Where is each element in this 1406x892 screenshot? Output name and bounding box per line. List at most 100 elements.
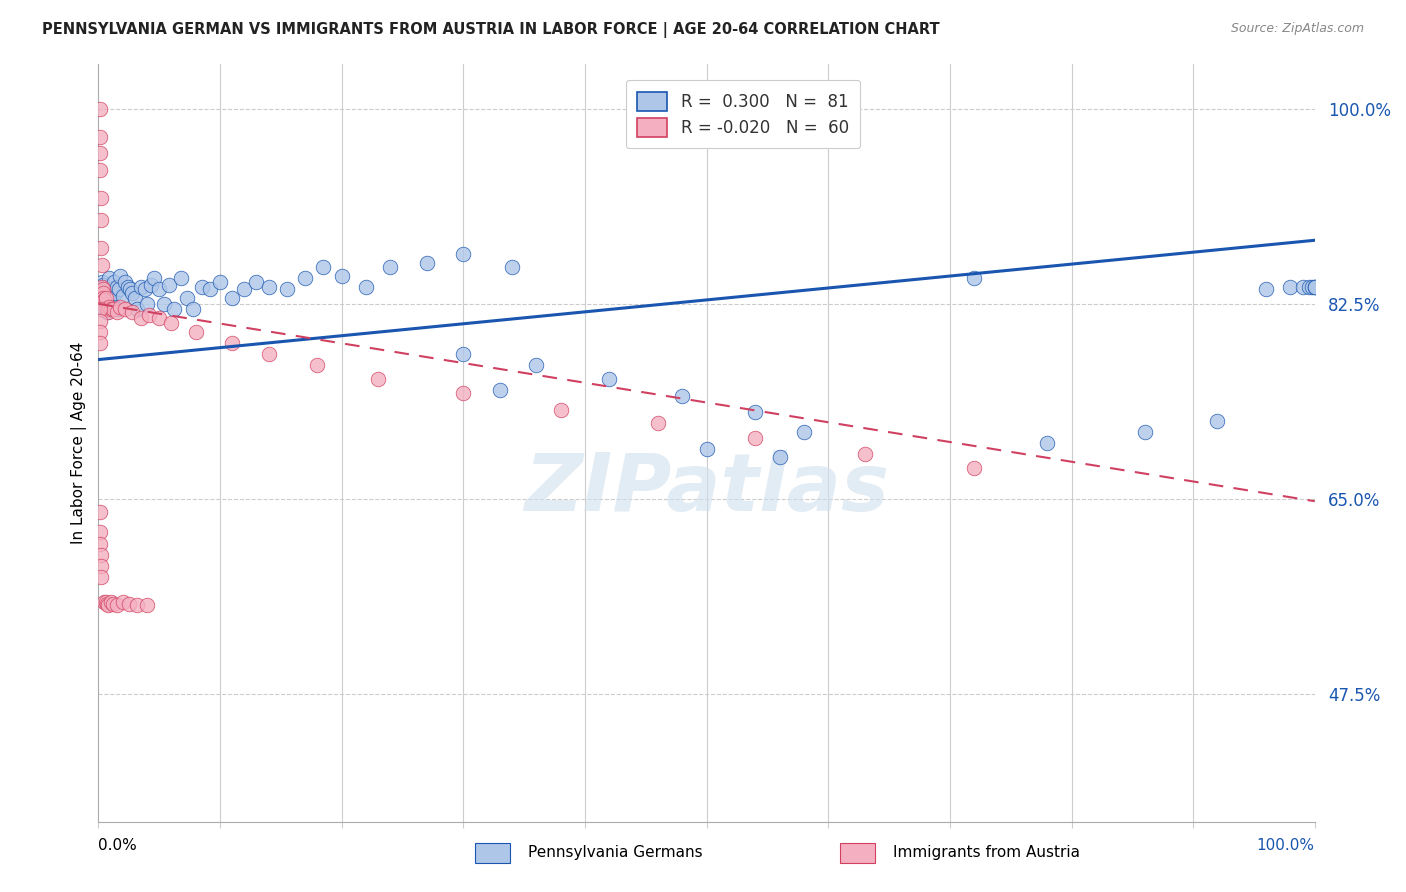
Point	[1133, 425, 1156, 439]
Legend: R =  0.300   N =  81, R = -0.020   N =  60: R = 0.300 N = 81, R = -0.020 N = 60	[626, 80, 860, 148]
Point	[107, 302, 129, 317]
Point	[91, 285, 114, 300]
Point	[89, 505, 111, 519]
Point	[101, 285, 124, 300]
Point	[100, 297, 122, 311]
Text: Immigrants from Austria: Immigrants from Austria	[893, 846, 1080, 860]
Text: Source: ZipAtlas.com: Source: ZipAtlas.com	[1230, 22, 1364, 36]
Point	[97, 304, 120, 318]
Point	[114, 302, 136, 317]
Point	[103, 275, 125, 289]
Point	[170, 271, 193, 285]
Point	[124, 291, 146, 305]
Point	[245, 275, 267, 289]
Point	[94, 594, 117, 608]
Point	[330, 268, 353, 283]
Point	[90, 548, 112, 562]
Point	[129, 280, 152, 294]
Point	[118, 282, 141, 296]
Point	[89, 335, 111, 350]
Point	[94, 297, 117, 311]
Point	[111, 289, 134, 303]
Point	[488, 383, 510, 397]
Point	[96, 280, 118, 294]
Point	[90, 191, 112, 205]
Point	[98, 300, 121, 314]
Text: ZIPatlas: ZIPatlas	[524, 450, 889, 528]
Point	[367, 371, 389, 385]
Point	[93, 302, 115, 317]
Point	[744, 405, 766, 419]
Point	[127, 302, 149, 317]
Point	[671, 389, 693, 403]
Point	[90, 213, 112, 227]
Point	[1256, 282, 1278, 296]
Point	[100, 282, 122, 296]
Point	[157, 277, 180, 292]
Point	[129, 311, 152, 326]
Point	[1279, 280, 1302, 294]
Point	[1298, 280, 1320, 294]
Point	[793, 425, 815, 439]
Point	[1036, 436, 1059, 450]
Point	[136, 297, 159, 311]
Point	[89, 302, 111, 317]
Point	[89, 313, 111, 327]
Point	[91, 291, 114, 305]
Point	[89, 325, 111, 339]
Point	[276, 282, 298, 296]
Point	[294, 271, 316, 285]
Point	[108, 282, 131, 296]
Point	[1206, 414, 1229, 428]
Point	[312, 260, 335, 274]
Point	[768, 450, 790, 464]
Point	[91, 282, 114, 296]
Point	[453, 246, 475, 260]
Text: 100.0%: 100.0%	[1257, 838, 1315, 854]
Point	[94, 289, 117, 303]
Point	[91, 280, 114, 294]
Point	[153, 297, 176, 311]
Point	[91, 291, 114, 305]
Point	[93, 293, 115, 308]
Point	[963, 460, 986, 475]
Point	[208, 275, 231, 289]
Point	[176, 291, 198, 305]
Point	[100, 302, 122, 317]
Point	[89, 146, 111, 161]
Point	[93, 594, 115, 608]
Point	[380, 260, 402, 274]
Point	[89, 163, 111, 178]
Text: Pennsylvania Germans: Pennsylvania Germans	[529, 846, 703, 860]
Point	[148, 311, 170, 326]
Point	[1291, 280, 1313, 294]
Point	[114, 275, 136, 289]
Point	[1301, 280, 1323, 294]
Text: 0.0%: 0.0%	[98, 838, 138, 854]
Point	[96, 304, 118, 318]
Point	[190, 280, 212, 294]
Point	[598, 371, 620, 385]
Point	[354, 280, 377, 294]
Point	[307, 358, 329, 372]
Point	[91, 277, 114, 292]
Point	[453, 386, 475, 401]
Point	[696, 442, 718, 456]
Point	[96, 597, 118, 611]
Point	[110, 300, 132, 314]
Point	[136, 598, 159, 612]
Point	[93, 282, 115, 296]
Point	[91, 258, 114, 272]
Point	[111, 594, 134, 608]
Point	[501, 260, 523, 274]
Point	[118, 597, 141, 611]
Point	[1303, 280, 1326, 294]
Point	[97, 598, 120, 612]
Point	[105, 280, 128, 294]
Point	[91, 280, 114, 294]
Point	[134, 282, 156, 296]
Point	[200, 282, 222, 296]
Point	[233, 282, 256, 296]
Point	[91, 275, 114, 289]
Point	[90, 558, 112, 573]
